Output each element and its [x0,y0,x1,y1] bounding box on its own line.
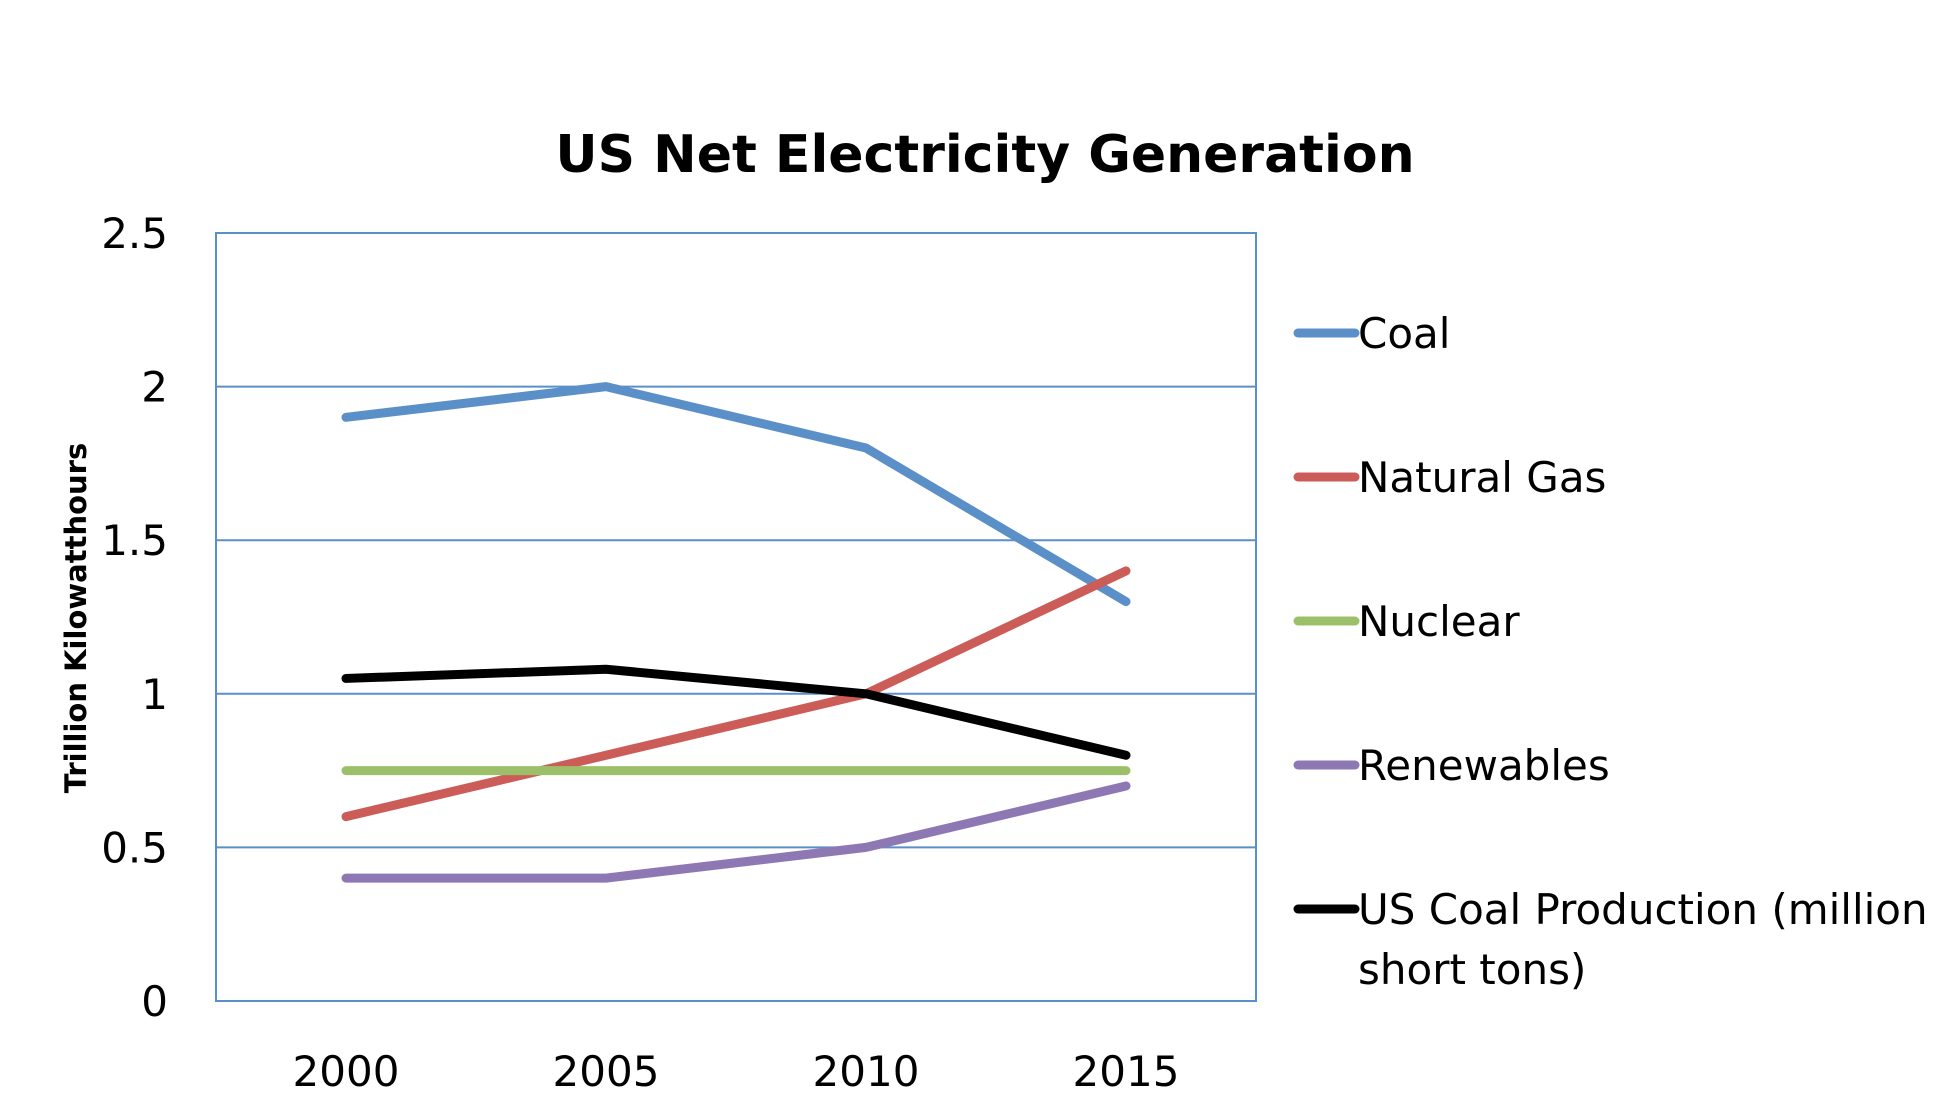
legend-label: Coal [1358,309,1450,358]
series-line-natural-gas [341,566,1131,822]
y-tick-label: 2.5 [101,209,168,258]
y-axis-label: Trillion Kilowatthours [59,443,93,793]
y-tick-label: 0 [141,977,168,1026]
legend-label-line: short tons) [1358,945,1586,994]
x-tick-label: 2005 [553,1047,660,1096]
chart-title: US Net Electricity Generation [555,125,1414,185]
plot-area-frame [215,232,1257,1002]
legend-item-us-coal-production-million-short-tons: US Coal Production (million short tons) [1293,885,1928,994]
legend-label: Natural Gas [1358,453,1606,502]
series-line-coal [341,382,1131,607]
series-line-us-coal-production-million-short-tons [341,664,1131,760]
series-lines [341,382,1131,883]
legend-label-line: US Coal Production (million [1358,885,1928,934]
legend-item-natural-gas: Natural Gas [1293,453,1606,502]
x-axis-tick-labels: 2000 2005 2010 2015 [293,1047,1180,1096]
gridlines [216,385,1256,849]
legend-label: Renewables [1358,741,1610,790]
legend-item-renewables: Renewables [1293,741,1610,790]
x-tick-label: 2000 [293,1047,400,1096]
y-axis-tick-labels: 0 0.5 1 1.5 2 2.5 [101,209,168,1026]
legend-item-nuclear: Nuclear [1293,597,1520,646]
y-tick-label: 1 [141,670,168,719]
series-line-renewables [341,781,1131,883]
legend-item-coal: Coal [1293,309,1450,358]
legend: Coal Natural Gas Nuclear Renewables US Coal … [1293,309,1928,994]
y-tick-label: 2 [141,363,168,412]
y-tick-label: 1.5 [101,516,168,565]
legend-label: Nuclear [1358,597,1520,646]
x-tick-label: 2015 [1073,1047,1180,1096]
x-tick-label: 2010 [813,1047,920,1096]
y-tick-label: 0.5 [101,823,168,872]
